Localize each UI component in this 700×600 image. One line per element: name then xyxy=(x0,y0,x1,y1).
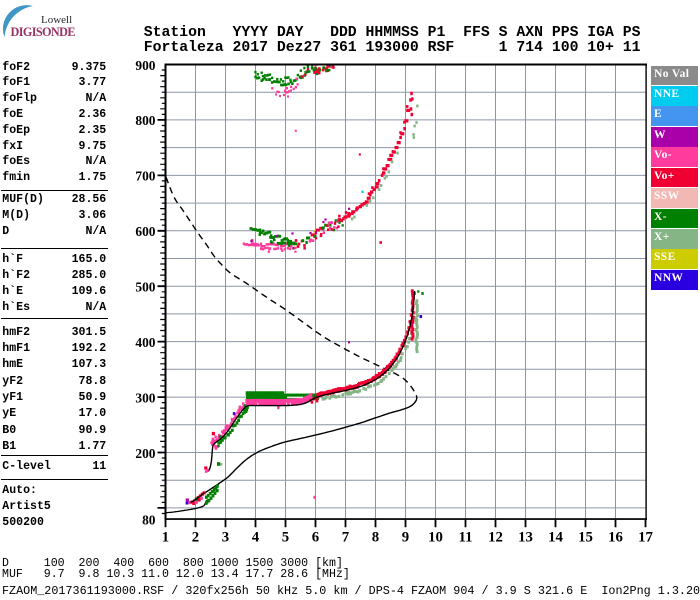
svg-text:6: 6 xyxy=(312,530,319,546)
svg-text:4: 4 xyxy=(252,530,260,546)
svg-text:2: 2 xyxy=(192,530,199,546)
svg-text:500: 500 xyxy=(135,280,155,295)
svg-text:15: 15 xyxy=(578,530,593,546)
svg-text:16: 16 xyxy=(608,530,623,546)
svg-text:900: 900 xyxy=(135,58,155,73)
svg-text:7: 7 xyxy=(342,530,350,546)
svg-text:1: 1 xyxy=(162,530,169,546)
svg-text:5: 5 xyxy=(282,530,289,546)
svg-text:200: 200 xyxy=(135,446,155,461)
svg-text:8: 8 xyxy=(372,530,379,546)
svg-text:80: 80 xyxy=(142,512,156,527)
svg-text:13: 13 xyxy=(518,530,533,546)
svg-text:9: 9 xyxy=(402,530,409,546)
svg-text:11: 11 xyxy=(459,530,473,546)
svg-text:300: 300 xyxy=(135,390,155,405)
svg-text:12: 12 xyxy=(488,530,503,546)
svg-text:10: 10 xyxy=(428,530,443,546)
svg-text:600: 600 xyxy=(135,224,155,239)
svg-text:400: 400 xyxy=(135,335,155,350)
svg-text:14: 14 xyxy=(548,530,563,546)
svg-text:3: 3 xyxy=(222,530,229,546)
svg-text:17: 17 xyxy=(638,530,653,546)
svg-text:700: 700 xyxy=(135,169,155,184)
svg-text:800: 800 xyxy=(135,113,155,128)
